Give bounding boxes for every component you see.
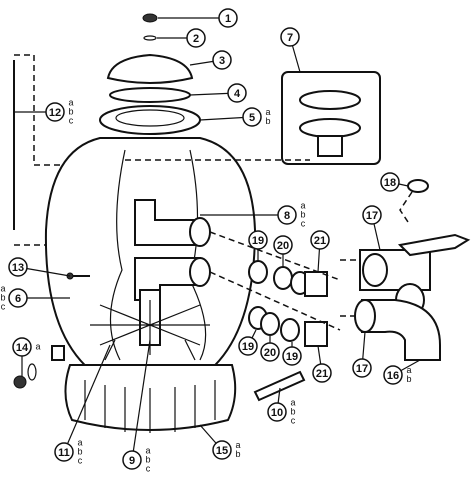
callout-suffix: c xyxy=(78,455,83,465)
callout-number: 18 xyxy=(384,177,396,189)
callout-suffix: c xyxy=(1,301,6,311)
callout-suffix: c xyxy=(291,415,296,425)
callout-number: 1 xyxy=(225,13,231,25)
callout-circle xyxy=(277,205,297,225)
callout-number: 21 xyxy=(314,235,326,247)
callout-suffix: a xyxy=(406,365,411,375)
callout-circle xyxy=(8,288,28,308)
drawing xyxy=(13,13,471,433)
callout-circle xyxy=(248,230,268,250)
callout-suffix: c xyxy=(301,218,306,228)
callout-number: 15 xyxy=(216,445,228,457)
callout-number: 19 xyxy=(252,235,264,247)
callout-number: 14 xyxy=(16,342,29,354)
callout-circle xyxy=(45,102,65,122)
callout-number: 9 xyxy=(129,455,135,467)
callout-number: 12 xyxy=(49,107,61,119)
callout-suffix: c xyxy=(69,115,74,125)
callout-number: 8 xyxy=(284,210,290,222)
callout-suffix: a xyxy=(265,107,270,117)
callout-suffix: b xyxy=(68,106,73,116)
callout-number: 20 xyxy=(264,347,276,359)
callout-circle xyxy=(186,28,206,48)
callout-circle xyxy=(212,50,232,70)
callout-number: 20 xyxy=(277,240,289,252)
callout-suffix: b xyxy=(77,446,82,456)
callout-circle xyxy=(352,358,372,378)
callout-circle xyxy=(54,442,74,462)
callout-suffix: b xyxy=(406,374,411,384)
callout-suffix: c xyxy=(146,463,151,473)
callout-circle xyxy=(380,172,400,192)
callout-number: 17 xyxy=(366,210,378,222)
callout-circle xyxy=(238,336,258,356)
callout-circle xyxy=(227,83,247,103)
callout-suffix: b xyxy=(0,292,5,302)
callout-circle xyxy=(383,365,403,385)
callout-circle xyxy=(310,230,330,250)
callout-number: 16 xyxy=(387,370,399,382)
callout-suffix: a xyxy=(0,283,5,293)
callout-circle xyxy=(12,337,32,357)
callout-circle xyxy=(267,402,287,422)
callout-number: 6 xyxy=(15,293,21,305)
leader-line xyxy=(131,339,151,461)
callout-number: 11 xyxy=(58,447,70,459)
callout-number: 19 xyxy=(242,341,254,353)
callout-suffix: b xyxy=(235,449,240,459)
callout-suffix: a xyxy=(35,341,40,351)
callout-suffix: a xyxy=(145,445,150,455)
callout-number: 7 xyxy=(287,32,293,44)
callout-circle xyxy=(282,346,302,366)
callout-circle xyxy=(242,107,262,127)
callout-suffix: b xyxy=(300,209,305,219)
callout-suffix: a xyxy=(77,437,82,447)
callout-circle xyxy=(260,342,280,362)
callout-suffix: a xyxy=(235,440,240,450)
callout-number: 17 xyxy=(356,363,368,375)
callout-suffix: b xyxy=(265,116,270,126)
callout-suffix: b xyxy=(145,454,150,464)
callout-circle xyxy=(362,205,382,225)
callout-number: 4 xyxy=(234,88,241,100)
leader-line xyxy=(63,344,111,453)
callout-suffix: b xyxy=(290,406,295,416)
callout-suffix: a xyxy=(300,200,305,210)
callout-circle xyxy=(218,8,238,28)
callout-number: 5 xyxy=(249,112,255,124)
callout-suffix: a xyxy=(68,97,73,107)
callout-circle xyxy=(273,235,293,255)
callout-number: 21 xyxy=(316,368,328,380)
callout-circle xyxy=(312,363,332,383)
fittings xyxy=(209,231,341,347)
callout-number: 19 xyxy=(286,351,298,363)
callout-number: 13 xyxy=(12,262,24,274)
callout-number: 3 xyxy=(219,55,225,67)
callout-number: 2 xyxy=(193,33,199,45)
callout-number: 10 xyxy=(271,407,283,419)
callout-suffix: a xyxy=(290,397,295,407)
callout-circle xyxy=(122,450,142,470)
callout-circle xyxy=(280,27,300,47)
callout-circle xyxy=(8,257,28,277)
callout-circle xyxy=(212,440,232,460)
